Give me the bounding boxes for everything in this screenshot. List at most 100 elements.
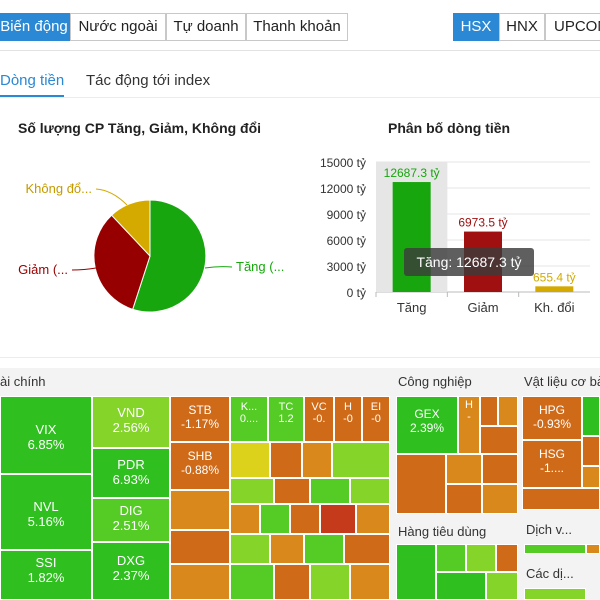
treemap-minor-tile[interactable] xyxy=(274,564,310,600)
tile-symbol: NVL xyxy=(33,499,59,514)
stock-tile-vix[interactable]: VIX 6.85% xyxy=(0,396,92,474)
stock-tile-dig[interactable]: DIG 2.51% xyxy=(92,498,170,542)
treemap-minor-tile[interactable] xyxy=(230,564,274,600)
exchange-tab-upcom[interactable]: UPCOM xyxy=(545,13,600,41)
tab-tu-doanh[interactable]: Tự doanh xyxy=(166,13,246,41)
treemap-minor-tile[interactable] xyxy=(310,478,350,504)
stock-tile-vnd[interactable]: VND 2.56% xyxy=(92,396,170,448)
treemap-minor-tile[interactable] xyxy=(522,488,600,510)
treemap-minor-tile[interactable] xyxy=(350,478,390,504)
treemap-minor-tile[interactable] xyxy=(332,442,390,478)
treemap-minor-tile[interactable] xyxy=(302,442,332,478)
sector-header[interactable]: Hàng tiêu dùng xyxy=(398,524,487,539)
treemap-minor-tile[interactable] xyxy=(230,478,274,504)
treemap-minor-tile[interactable] xyxy=(230,442,270,478)
tile-symbol: VIX xyxy=(35,422,57,437)
stock-tile-vc[interactable]: VC -0. xyxy=(304,396,334,442)
stock-tile-gex[interactable]: GEX 2.39% xyxy=(396,396,458,454)
treemap-minor-tile[interactable] xyxy=(498,396,518,426)
tile-change: 6.93% xyxy=(112,472,150,487)
treemap-minor-tile[interactable] xyxy=(466,544,496,572)
pie-slice-tang[interactable] xyxy=(132,199,207,313)
treemap-minor-tile[interactable] xyxy=(436,572,486,600)
stock-tile-pdr[interactable]: PDR 6.93% xyxy=(92,448,170,498)
tile-symbol: TC xyxy=(278,401,294,413)
stock-tile-dxg[interactable]: DXG 2.37% xyxy=(92,542,170,600)
sector-header[interactable]: Các dị... xyxy=(526,566,574,581)
stock-tile-stb[interactable]: STB -1.17% xyxy=(170,396,230,442)
stock-tile-ei[interactable]: EI -0 xyxy=(362,396,390,442)
bar-value-label: 655.4 tỷ xyxy=(533,270,576,284)
treemap-minor-tile[interactable] xyxy=(230,534,270,564)
pie-slice-khong-doi[interactable] xyxy=(110,199,151,258)
tile-symbol: HSG xyxy=(538,447,565,461)
treemap-minor-tile[interactable] xyxy=(524,588,586,600)
treemap-minor-tile[interactable] xyxy=(582,466,600,488)
tab-nuoc-ngoai[interactable]: Nước ngoài xyxy=(70,13,166,41)
pie-connector-giam xyxy=(71,267,97,271)
stock-tile-ssi[interactable]: SSI 1.82% xyxy=(0,550,92,600)
treemap-minor-tile[interactable] xyxy=(274,478,310,504)
treemap-minor-tile[interactable] xyxy=(344,534,390,564)
pie-connector-tang xyxy=(204,266,233,269)
pie-chart: Tăng (... Giảm (... Không đổ... xyxy=(18,181,284,313)
treemap-minor-tile[interactable] xyxy=(480,396,498,426)
subtab-tac-dong-index[interactable]: Tác động tới index xyxy=(86,72,211,89)
treemap-minor-tile[interactable] xyxy=(170,490,230,530)
sector-header-bar-tai-chinh xyxy=(0,368,390,396)
tile-change: -0 xyxy=(371,413,381,425)
treemap-minor-tile[interactable] xyxy=(260,504,290,534)
stock-tile-shb[interactable]: SHB -0.88% xyxy=(170,442,230,490)
tab-thanh-khoan[interactable]: Thanh khoản xyxy=(246,13,348,41)
treemap-minor-tile[interactable] xyxy=(496,544,518,572)
treemap-minor-tile[interactable] xyxy=(170,530,230,564)
treemap-minor-tile[interactable] xyxy=(350,564,390,600)
exchange-tab-hnx[interactable]: HNX xyxy=(499,13,545,41)
treemap-minor-tile[interactable] xyxy=(356,504,390,534)
tab-bien-dong[interactable]: Biến động xyxy=(0,13,70,41)
y-tick-label: 6000 tỷ xyxy=(327,234,366,248)
treemap-minor-tile[interactable] xyxy=(524,544,586,554)
treemap-minor-tile[interactable] xyxy=(482,454,518,484)
tile-symbol: SSI xyxy=(35,555,57,570)
treemap-minor-tile[interactable] xyxy=(270,534,304,564)
treemap-minor-tile[interactable] xyxy=(486,572,518,600)
treemap-minor-tile[interactable] xyxy=(480,426,518,454)
tooltip-box xyxy=(404,248,534,276)
sector-header[interactable]: Công nghiệp xyxy=(398,374,472,389)
treemap-minor-tile[interactable] xyxy=(396,454,446,514)
treemap-minor-tile[interactable] xyxy=(446,484,482,514)
stock-tile-hsg[interactable]: HSG -1.... xyxy=(522,440,582,488)
y-tick-label: 0 tỷ xyxy=(347,286,366,300)
tile-change: 6.85% xyxy=(27,437,65,452)
sector-header[interactable]: ài chính xyxy=(0,374,46,389)
treemap-minor-tile[interactable] xyxy=(310,564,350,600)
treemap-minor-tile[interactable] xyxy=(482,484,518,514)
stock-tile-k[interactable]: K... 0.... xyxy=(230,396,268,442)
treemap-minor-tile[interactable] xyxy=(586,544,600,554)
stock-tile-h[interactable]: H -0 xyxy=(334,396,362,442)
treemap-minor-tile[interactable] xyxy=(446,454,482,484)
stock-tile-nvl[interactable]: NVL 5.16% xyxy=(0,474,92,550)
stock-tile-tc[interactable]: TC 1.2 xyxy=(268,396,304,442)
treemap-minor-tile[interactable] xyxy=(270,442,302,478)
treemap-minor-tile[interactable] xyxy=(436,544,466,572)
exchange-tab-hsx[interactable]: HSX xyxy=(453,13,499,41)
subtab-dong-tien[interactable]: Dòng tiền xyxy=(0,72,65,89)
treemap-minor-tile[interactable] xyxy=(582,396,600,436)
tile-symbol: VC xyxy=(311,401,327,413)
treemap-minor-tile[interactable] xyxy=(582,436,600,466)
treemap-minor-tile[interactable] xyxy=(320,504,356,534)
treemap-minor-tile[interactable] xyxy=(396,544,436,600)
treemap-minor-tile[interactable] xyxy=(230,504,260,534)
treemap-minor-tile[interactable] xyxy=(304,534,344,564)
stock-tile-h[interactable]: H- xyxy=(458,396,480,454)
tile-change: -0 xyxy=(343,413,353,425)
sector-header[interactable]: Dịch v... xyxy=(526,522,572,537)
tile-change: -1.... xyxy=(539,461,564,475)
bar-2[interactable] xyxy=(535,286,574,292)
treemap-minor-tile[interactable] xyxy=(290,504,320,534)
treemap-minor-tile[interactable] xyxy=(170,564,230,600)
sector-header[interactable]: Vật liệu cơ bả xyxy=(524,374,600,389)
stock-tile-hpg[interactable]: HPG -0.93% xyxy=(522,396,582,440)
